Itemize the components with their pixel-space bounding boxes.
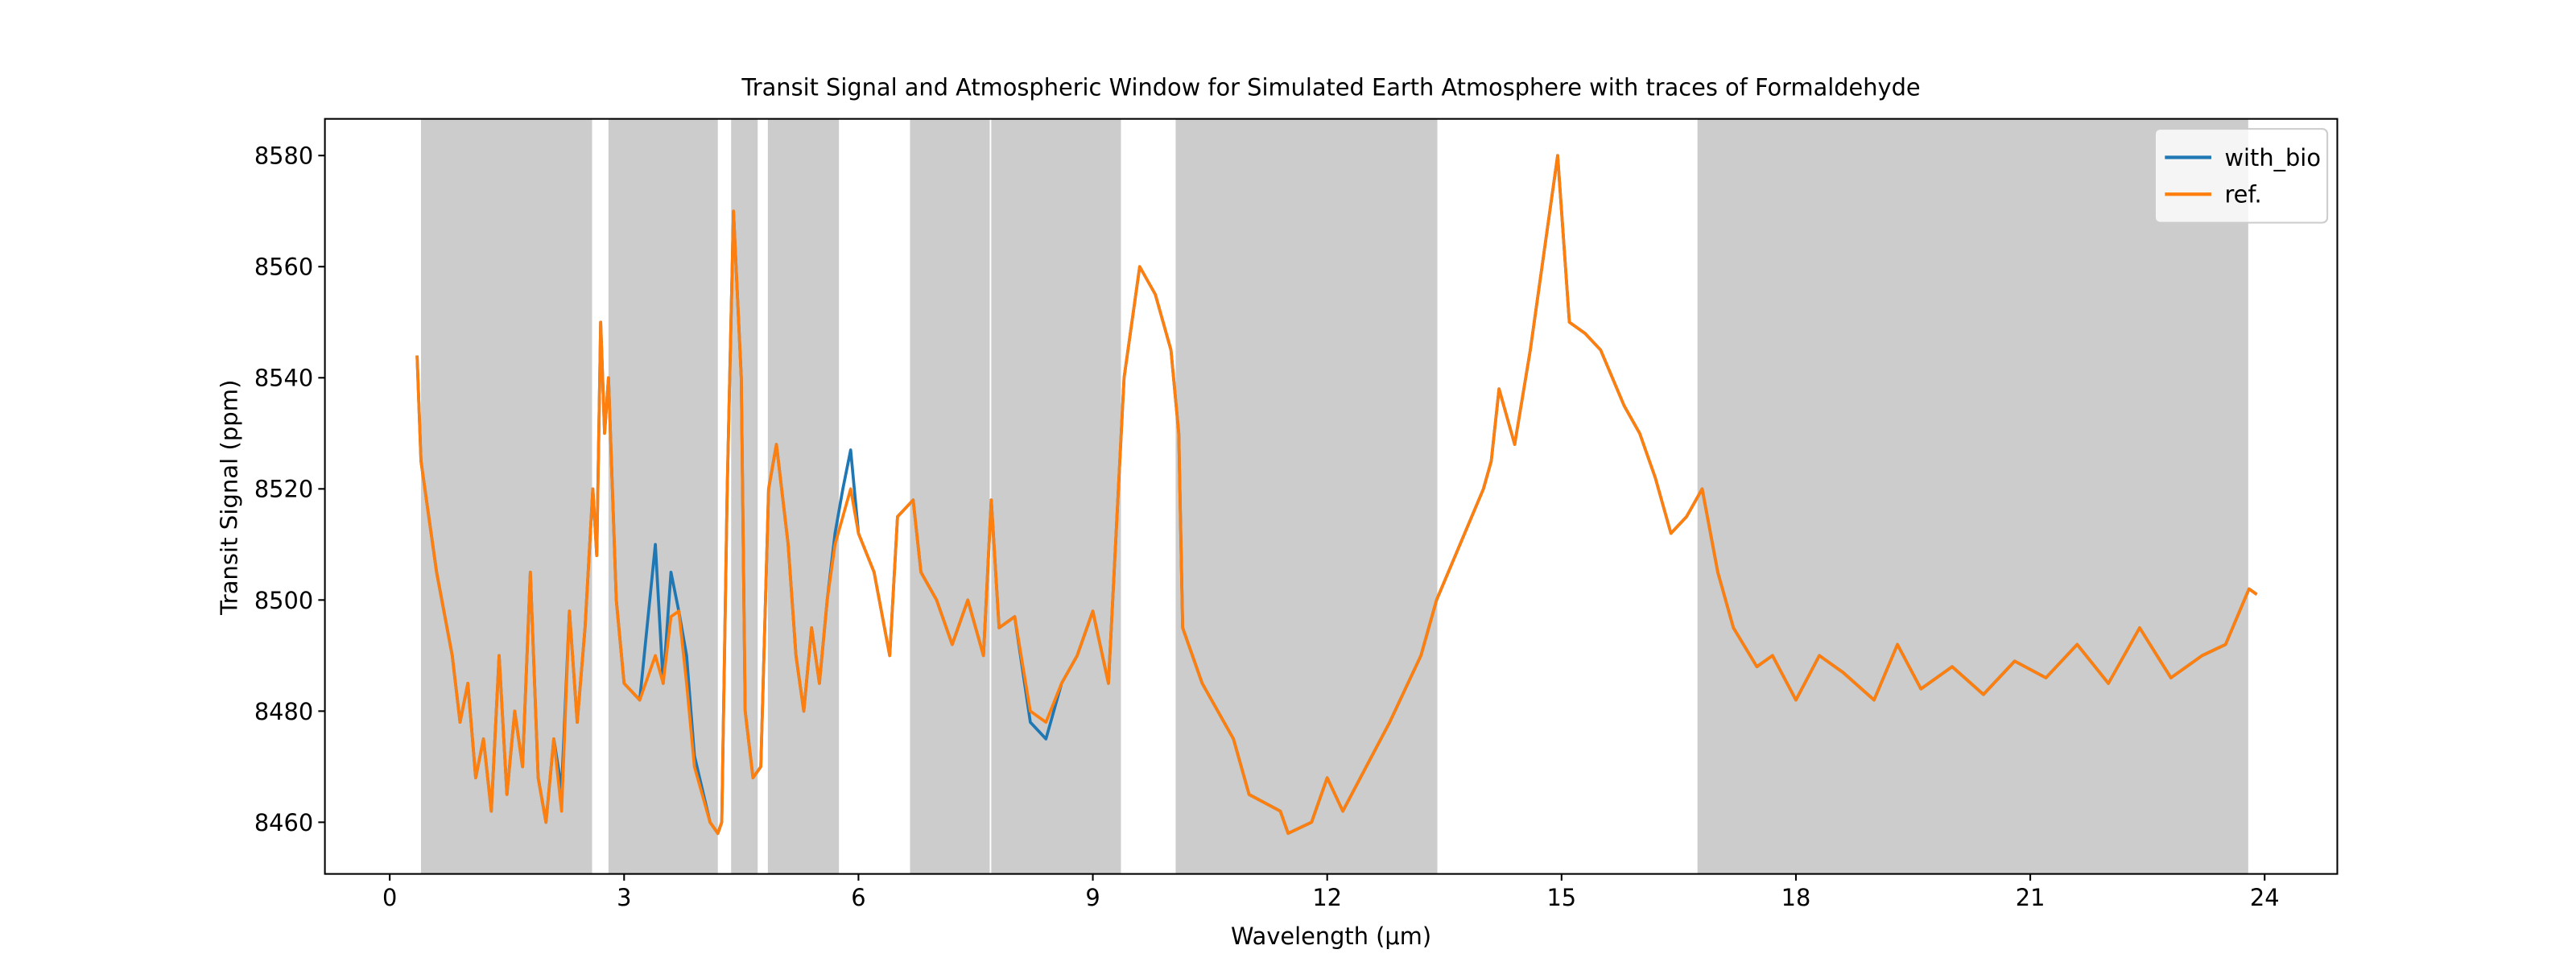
shaded-region: [767, 118, 840, 874]
x-axis-label: Wavelength (μm): [1231, 923, 1431, 950]
shaded-region: [910, 118, 990, 874]
y-tick-label: 8520: [254, 476, 313, 503]
x-tick-label: 24: [2250, 884, 2280, 911]
shaded-region: [420, 118, 592, 874]
legend-label: ref.: [2224, 181, 2261, 208]
shaded-region: [608, 118, 718, 874]
y-tick-label: 8560: [254, 254, 313, 281]
x-tick-label: 21: [2016, 884, 2046, 911]
y-tick-label: 8500: [254, 587, 313, 614]
y-tick-label: 8540: [254, 365, 313, 392]
x-tick-label: 9: [1085, 884, 1100, 911]
x-tick-label: 6: [851, 884, 865, 911]
x-tick-label: 15: [1546, 884, 1576, 911]
data-line: [415, 154, 2258, 836]
x-tick-label: 18: [1781, 884, 1811, 911]
legend-box: [2153, 128, 2329, 224]
y-axis-label: Transit Signal (ppm): [216, 379, 243, 615]
y-tick-label: 8480: [254, 698, 313, 725]
x-tick-label: 12: [1312, 884, 1342, 911]
shaded-region: [1175, 118, 1438, 874]
shaded-region: [1697, 118, 2248, 874]
y-tick-label: 8580: [254, 142, 313, 169]
legend-label: with_bio: [2224, 144, 2321, 171]
chart-title: Transit Signal and Atmospheric Window fo…: [741, 73, 1920, 101]
plot-frame: [324, 118, 2339, 875]
x-tick-label: 3: [617, 884, 631, 911]
x-tick-label: 0: [382, 884, 397, 911]
y-tick-label: 8460: [254, 809, 313, 836]
shaded-region: [991, 118, 1121, 874]
